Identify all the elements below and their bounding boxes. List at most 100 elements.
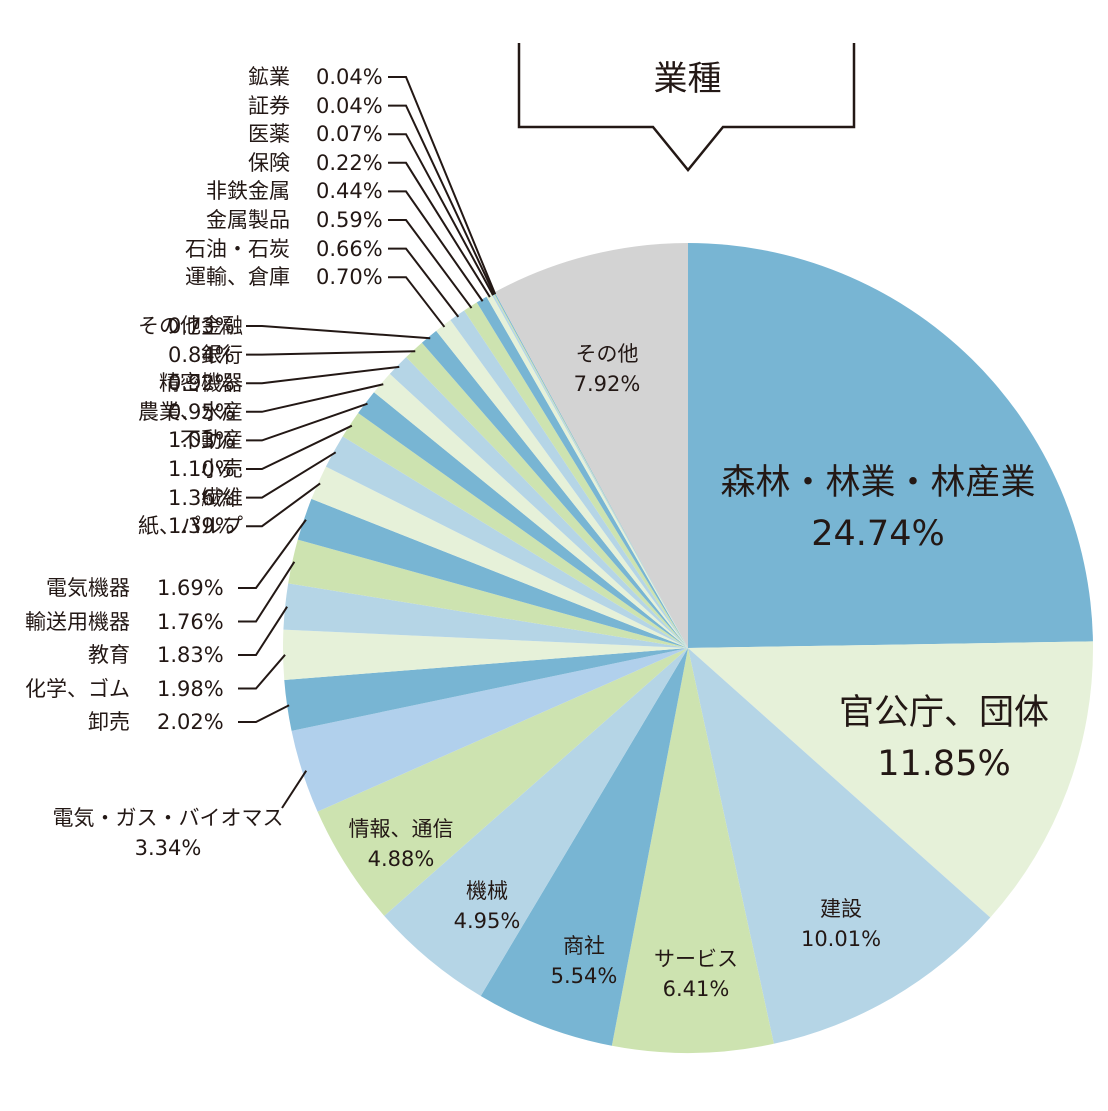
label-value: 6.41% xyxy=(662,977,730,1002)
legend-label-name: 保険 xyxy=(248,150,290,175)
pie-slice xyxy=(476,296,688,648)
leader-line xyxy=(388,276,446,328)
pie-slice xyxy=(311,466,688,648)
pie-slice xyxy=(492,292,688,648)
legend-label-value: 1.83% xyxy=(157,643,224,667)
label-name: 電気・ガス・バイオマス xyxy=(52,806,284,830)
legend-label-value: 0.92% xyxy=(168,371,235,396)
label-other: その他 7.92% xyxy=(574,339,641,400)
pie-slice xyxy=(325,436,688,648)
leader-line xyxy=(238,519,307,589)
pie-slice xyxy=(486,293,688,648)
legend-label-name: 運輸、倉庫 xyxy=(185,265,290,290)
label-value: 10.01% xyxy=(800,927,882,952)
label-name: 官公庁、団体 xyxy=(838,693,1050,733)
title-callout-frame xyxy=(517,43,856,172)
legend-label-name: 証券 xyxy=(248,93,290,118)
leader-line xyxy=(246,365,400,385)
legend-label-value: 0.22% xyxy=(316,150,383,175)
legend-label-name: 小売 xyxy=(201,457,243,481)
legend-label-value: 1.69% xyxy=(157,576,224,600)
label-forestry: 森林・林業・林産業 24.74% xyxy=(720,458,1035,560)
pie-slice xyxy=(611,648,774,1053)
legend-label-name: その他金融 xyxy=(138,314,243,338)
legend-label-name: 農業、水産 xyxy=(138,399,243,424)
legend-label-name: 非鉄金属 xyxy=(206,179,290,204)
label-value: 5.54% xyxy=(550,964,618,989)
leader-line xyxy=(246,482,321,528)
leader-line xyxy=(388,104,496,296)
legend-label-name: 輸送用機器 xyxy=(25,609,130,634)
label-value: 3.34% xyxy=(134,836,202,861)
pie-slices xyxy=(282,243,1094,1053)
label-machinery: 機械 4.95% xyxy=(454,876,521,937)
leader-line xyxy=(388,190,484,302)
leader-line xyxy=(388,76,497,295)
legend-label-name: 繊維 xyxy=(201,485,243,510)
legend-label-value: 0.04% xyxy=(316,65,383,89)
pie-slice xyxy=(288,539,688,648)
label-value: 7.92% xyxy=(573,372,641,397)
label-value: 4.95% xyxy=(453,909,521,934)
leader-line xyxy=(388,133,494,296)
leader-line xyxy=(238,606,288,656)
label-value: 4.88% xyxy=(367,847,435,872)
legend-label-value: 1.98% xyxy=(157,676,224,701)
leader-line xyxy=(238,654,286,690)
pie-slice xyxy=(297,498,688,648)
legend-label-name: 医薬 xyxy=(248,122,290,147)
leader-line xyxy=(238,561,296,623)
chart-title: 業種 xyxy=(653,59,722,99)
pie-slice xyxy=(480,648,688,1046)
label-trading: 商社 5.54% xyxy=(551,931,618,992)
legend-label-name: 精密機器 xyxy=(159,371,243,396)
leader-line xyxy=(388,161,491,298)
legend-label-name: 不動産 xyxy=(180,428,243,453)
leader-lines xyxy=(238,76,497,809)
leader-line xyxy=(238,704,290,723)
legend-label-value: 2.02% xyxy=(157,710,224,734)
legend-label-name: 紙、パルプ xyxy=(138,514,243,539)
label-service: サービス 6.41% xyxy=(654,944,738,1005)
legend-label-value: 0.07% xyxy=(316,122,383,147)
legend-label-name: 卸売 xyxy=(88,710,130,734)
legend-label-name: 金属製品 xyxy=(206,208,290,232)
legend-label-name: 鉱業 xyxy=(248,65,290,89)
legend-label-value: 0.95% xyxy=(168,399,235,424)
label-name: 森林・林業・林産業 xyxy=(720,463,1036,503)
pie-slice xyxy=(436,320,688,648)
label-it-comm: 情報、通信 4.88% xyxy=(349,814,454,875)
pie-slice xyxy=(282,629,688,681)
legend-label-value: 0.70% xyxy=(316,265,383,290)
label-value: 11.85% xyxy=(877,743,1011,784)
label-government: 官公庁、団体 11.85% xyxy=(839,688,1049,790)
label-name: 情報、通信 xyxy=(348,817,454,841)
label-name: 建設 xyxy=(819,897,862,921)
legend-label-value: 1.03% xyxy=(168,428,235,453)
pie-slice xyxy=(450,310,688,648)
pie-slice xyxy=(688,243,1093,648)
leader-line xyxy=(246,325,431,340)
legend-label-value: 0.66% xyxy=(316,236,383,261)
pie-slice xyxy=(421,330,688,648)
label-name: 機械 xyxy=(466,879,508,903)
pie-slice xyxy=(283,583,688,648)
leader-line xyxy=(246,383,384,413)
legend-label-value: 0.59% xyxy=(316,208,383,232)
legend-label-name: 銀行 xyxy=(201,342,243,367)
legend-label-value: 0.44% xyxy=(316,179,383,204)
label-construction: 建設 10.01% xyxy=(801,894,881,955)
pie-slice xyxy=(464,302,688,648)
legend-label-name: 化学、ゴム xyxy=(25,676,130,701)
legend-label-name: 石油・石炭 xyxy=(185,236,290,261)
legend-label-value: 1.76% xyxy=(157,609,224,634)
label-name: サービス xyxy=(654,947,738,971)
legend-label-value: 1.10% xyxy=(168,457,235,481)
leader-line xyxy=(246,424,353,470)
pie-slice xyxy=(688,641,1094,918)
legend-label-name: 教育 xyxy=(88,643,130,667)
label-electricity-gas-biomass: 電気・ガス・バイオマス 3.34% xyxy=(53,803,284,864)
pie-slice xyxy=(317,648,688,916)
pie-slice xyxy=(291,648,688,812)
